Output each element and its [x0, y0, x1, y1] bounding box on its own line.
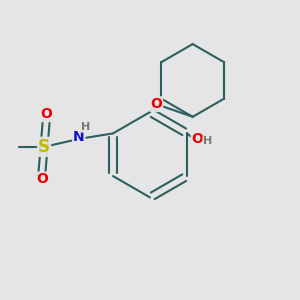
- Text: H: H: [203, 136, 212, 146]
- Text: H: H: [81, 122, 90, 132]
- Text: O: O: [40, 107, 52, 121]
- Text: S: S: [38, 138, 50, 156]
- Text: O: O: [191, 132, 203, 146]
- Text: O: O: [150, 97, 162, 111]
- Text: O: O: [36, 172, 48, 186]
- Text: N: N: [73, 130, 85, 144]
